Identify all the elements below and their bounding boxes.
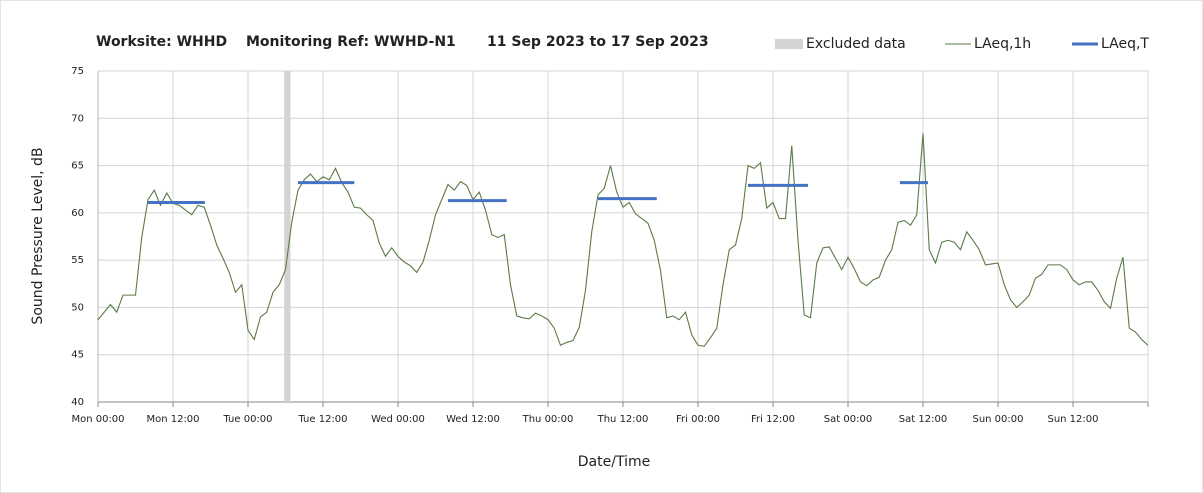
x-tick-label: Thu 00:00: [522, 414, 574, 425]
x-axis-label: Date/Time: [578, 454, 650, 470]
y-tick-label: 55: [71, 255, 84, 266]
x-tick-label: Tue 12:00: [297, 414, 347, 425]
y-tick-label: 45: [71, 350, 84, 361]
x-tick-label: Sat 00:00: [824, 414, 872, 425]
legend-swatch: [775, 39, 803, 49]
title-date-range: 11 Sep 2023 to 17 Sep 2023: [487, 34, 709, 50]
x-tick-label: Sun 00:00: [972, 414, 1023, 425]
title-monitoring-ref: Monitoring Ref: WWHD-N1: [246, 34, 456, 50]
y-tick-label: 70: [71, 113, 84, 124]
x-tick-label: Thu 12:00: [597, 414, 649, 425]
x-tick-label: Wed 00:00: [371, 414, 425, 425]
legend-label: LAeq,T: [1101, 36, 1149, 52]
legend-label: LAeq,1h: [974, 36, 1031, 52]
y-tick-label: 50: [71, 302, 84, 313]
legend-label: Excluded data: [806, 36, 906, 52]
x-tick-label: Fri 12:00: [751, 414, 795, 425]
x-tick-label: Tue 00:00: [222, 414, 272, 425]
y-tick-label: 60: [71, 208, 84, 219]
x-tick-label: Mon 12:00: [146, 414, 199, 425]
title-worksite: Worksite: WHHD: [96, 34, 227, 50]
x-tick-label: Sun 12:00: [1047, 414, 1098, 425]
y-tick-label: 40: [71, 397, 84, 408]
x-tick-label: Sat 12:00: [899, 414, 947, 425]
y-axis-label: Sound Pressure Level, dB: [30, 147, 46, 324]
y-tick-label: 65: [71, 161, 84, 172]
excluded-band: [284, 71, 291, 402]
y-tick-label: 75: [71, 66, 84, 77]
x-tick-label: Wed 12:00: [446, 414, 500, 425]
x-tick-label: Mon 00:00: [71, 414, 124, 425]
line-series: [97, 133, 1149, 347]
x-tick-label: Fri 00:00: [676, 414, 720, 425]
